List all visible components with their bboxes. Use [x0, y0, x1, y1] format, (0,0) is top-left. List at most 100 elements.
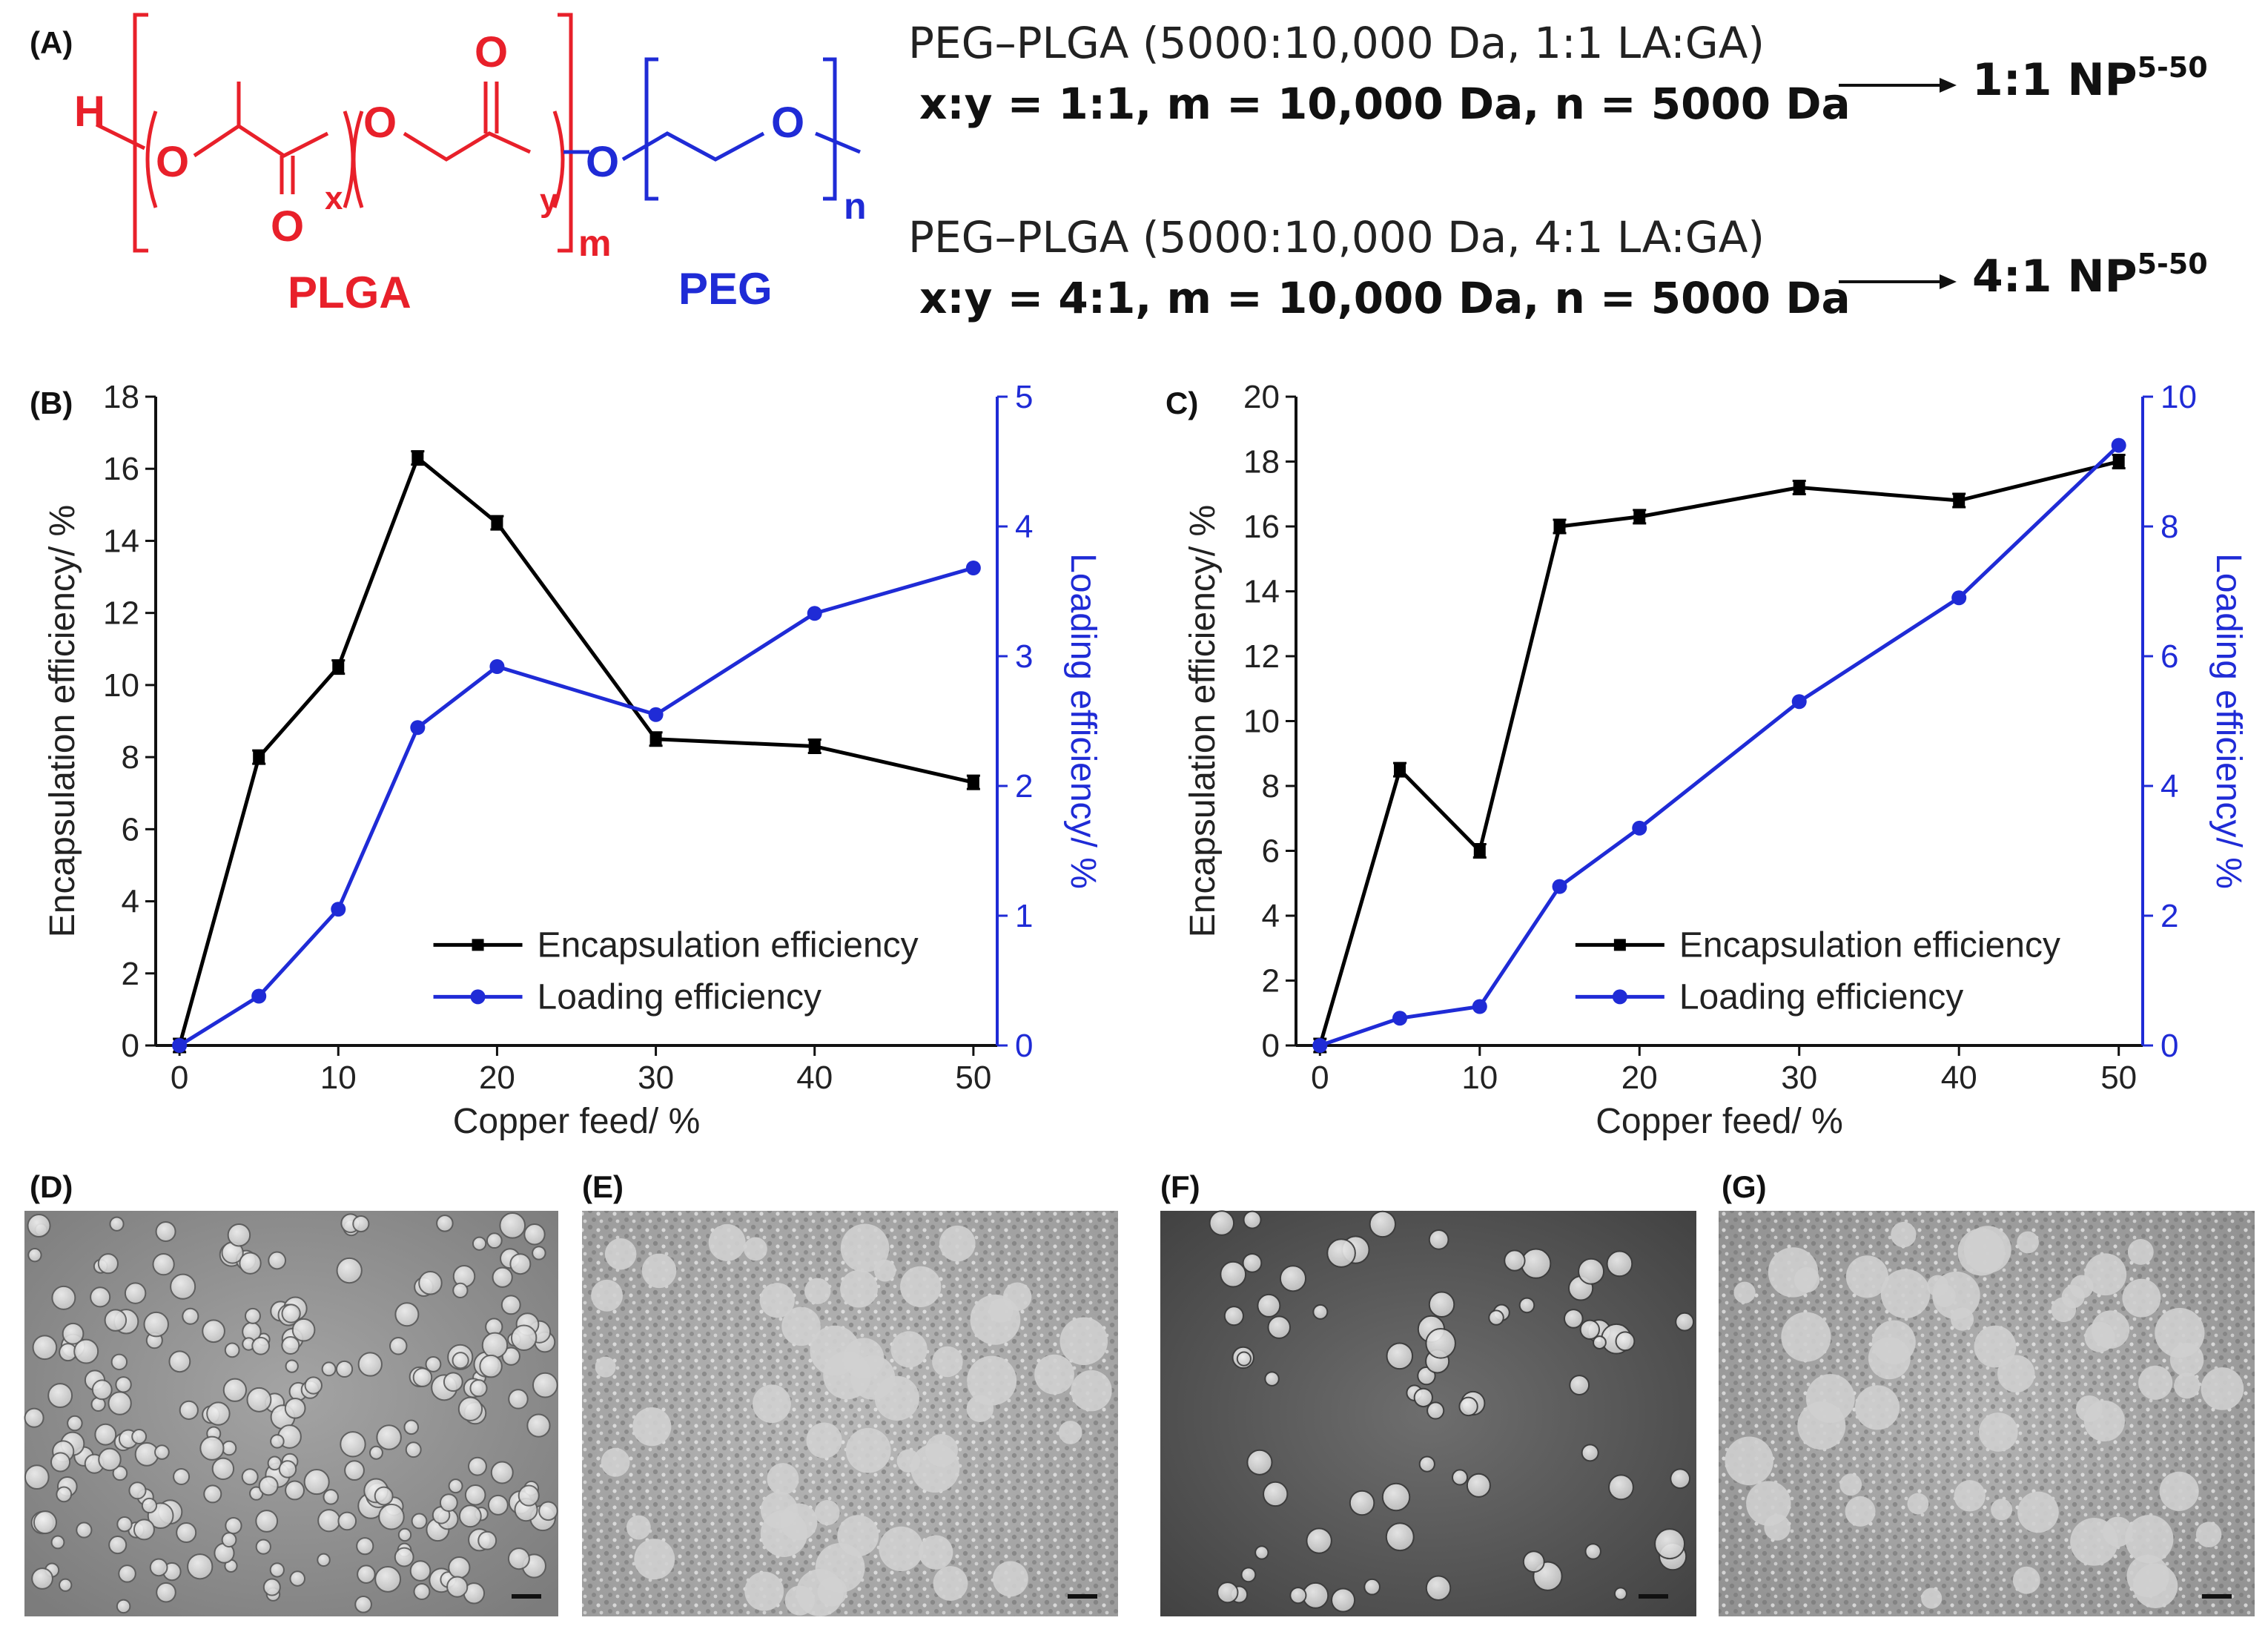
nanoparticle: [759, 1283, 795, 1318]
nanoparticle: [510, 1324, 538, 1351]
legend-label: Loading efficiency: [538, 977, 821, 1017]
data-point-encapsulation: [332, 661, 345, 673]
scale-bar-e: [1068, 1594, 1097, 1599]
nanoparticle: [2017, 1491, 2059, 1533]
nanoparticle: [487, 1494, 509, 1516]
nanoparticle: [115, 1376, 132, 1393]
nanoparticle: [443, 1372, 463, 1392]
x-tick-label: 0: [1311, 1060, 1329, 1096]
nanoparticle: [357, 1564, 376, 1584]
plga-structure: [95, 13, 573, 253]
x-tick-label: 50: [955, 1060, 991, 1096]
nanoparticle: [472, 1236, 487, 1251]
y-tick-label: 14: [103, 523, 139, 559]
nanoparticle: [1608, 1474, 1634, 1501]
nanoparticle: [403, 1419, 420, 1435]
nanoparticle: [206, 1401, 231, 1426]
y-tick-label: 6: [122, 811, 139, 847]
nanoparticle: [281, 1303, 301, 1324]
nanoparticle: [1331, 1587, 1356, 1613]
nanoparticle: [919, 1535, 953, 1570]
peg-label: PEG: [678, 264, 773, 314]
nanoparticle: [116, 1599, 131, 1614]
nanoparticle: [501, 1347, 520, 1366]
nanoparticle: [425, 1355, 442, 1372]
nanoparticle: [468, 1456, 487, 1476]
legend-label: Encapsulation efficiency: [1679, 925, 2060, 965]
nanoparticle: [1425, 1328, 1456, 1359]
product-2-name: 4:1 NP: [1972, 251, 2138, 303]
nanoparticle: [1880, 1269, 1931, 1318]
nanoparticle: [641, 1253, 677, 1289]
nanoparticle: [1385, 1522, 1415, 1552]
nanoparticle: [59, 1578, 73, 1592]
nanoparticle: [1675, 1312, 1695, 1332]
nanoparticle: [199, 1435, 225, 1461]
nanoparticle: [1243, 1210, 1262, 1229]
x-tick-label: 40: [1941, 1060, 1977, 1096]
nanoparticle: [397, 1527, 412, 1542]
nanoparticle: [490, 1461, 514, 1484]
nanoparticle: [154, 1444, 170, 1460]
formulation-1-params: x:y = 1:1, m = 10,000 Da, n = 5000 Da: [919, 79, 1851, 129]
nanoparticle: [1071, 1369, 1112, 1412]
nanoparticle: [108, 1391, 132, 1415]
scale-bar-f: [1639, 1594, 1668, 1599]
nanoparticle: [1654, 1528, 1686, 1560]
nanoparticle: [321, 1361, 337, 1377]
nanoparticle: [1613, 1587, 1627, 1601]
nanoparticle: [2169, 1343, 2204, 1377]
nanoparticle: [1217, 1582, 1239, 1604]
peg-structure: [563, 57, 861, 201]
x-tick-label: 30: [1781, 1060, 1817, 1096]
nanoparticle: [211, 1457, 235, 1481]
data-point-encapsulation: [1553, 521, 1566, 532]
y2-tick-label: 1: [1015, 898, 1033, 934]
y2-axis-label: Loading efficiency/ %: [2209, 553, 2248, 889]
nanoparticle: [131, 1429, 148, 1444]
nanoparticle: [411, 1513, 428, 1530]
data-point-loading: [1791, 694, 1807, 710]
nanoparticle: [1921, 1587, 1943, 1609]
data-point-encapsulation: [967, 776, 979, 789]
nanoparticle: [270, 1434, 285, 1449]
series-line-loading: [1319, 443, 2120, 1048]
nanoparticle: [51, 1285, 76, 1310]
nanoparticle: [1578, 1258, 1605, 1285]
nanoparticle: [73, 1338, 99, 1364]
nanoparticle: [133, 1519, 155, 1541]
data-point-loading: [1472, 999, 1487, 1014]
y-tick-label: 20: [1243, 379, 1280, 415]
nanoparticle: [744, 1571, 784, 1611]
nanoparticle: [1488, 1309, 1504, 1326]
nanoparticle: [1845, 1496, 1876, 1527]
nanoparticle: [970, 1295, 1021, 1345]
nanoparticle: [1363, 1578, 1381, 1596]
arrow-1: [1839, 77, 1957, 93]
nanoparticle: [1349, 1490, 1375, 1516]
nanoparticle: [62, 1322, 85, 1345]
nanoparticle: [354, 1595, 372, 1613]
x-tick-label: 0: [171, 1060, 188, 1096]
nanoparticle: [823, 1351, 871, 1400]
nanoparticle: [141, 1497, 158, 1514]
panel-e-label: (E): [582, 1169, 624, 1204]
nanoparticle: [932, 1346, 963, 1378]
nanoparticle: [118, 1564, 136, 1583]
particles-d: [24, 1212, 558, 1614]
nanoparticle: [1868, 1337, 1911, 1380]
nanoparticle: [1563, 1309, 1584, 1329]
nanoparticle: [244, 1307, 261, 1324]
data-point-encapsulation: [808, 740, 821, 753]
y-axis-label: Encapsulation efficiency/ %: [43, 505, 82, 937]
nanoparticle: [481, 1332, 509, 1359]
nanoparticle: [90, 1286, 111, 1308]
y-tick-label: 6: [1262, 833, 1280, 870]
y-axis-label: Encapsulation efficiency/ %: [1183, 505, 1223, 937]
nanoparticle: [1670, 1468, 1691, 1490]
nanoparticle: [1978, 1412, 2018, 1452]
nanoparticle: [156, 1582, 176, 1603]
nanoparticle: [1458, 1396, 1478, 1417]
nanoparticle: [1845, 1255, 1889, 1298]
